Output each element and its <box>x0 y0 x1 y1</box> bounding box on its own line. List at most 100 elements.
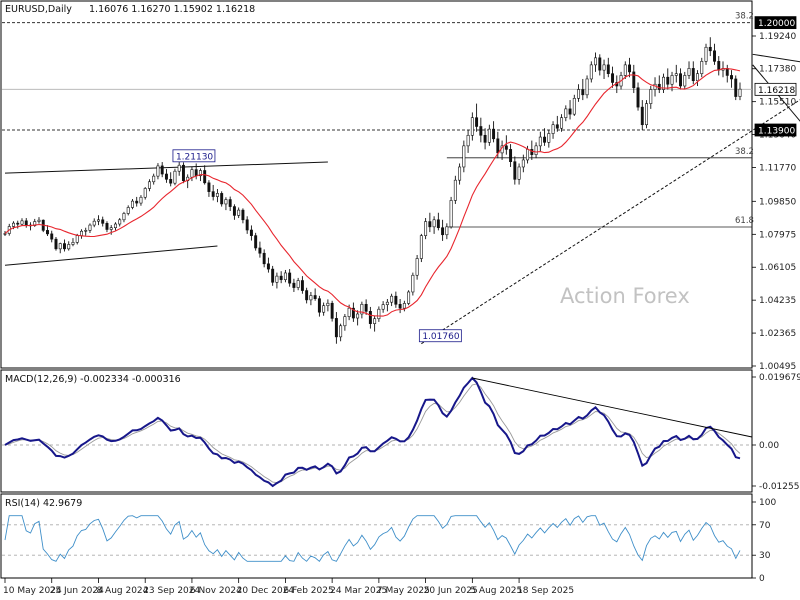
rsi-y-tick-label: 70 <box>759 521 771 531</box>
price-y-axis: 1.192401.173801.155101.136401.117701.098… <box>752 16 797 372</box>
candle-body <box>606 64 610 74</box>
candle-body <box>496 138 500 154</box>
candle-body <box>572 98 576 115</box>
macd-trendline <box>472 377 753 438</box>
candle-body <box>207 182 211 192</box>
rsi-y-tick-label: 100 <box>759 498 776 508</box>
candle-body <box>530 149 534 155</box>
candle-body <box>249 229 253 236</box>
candle-body <box>385 301 389 305</box>
candle-body <box>24 220 28 226</box>
fib-level-label: 38.2 <box>735 12 754 22</box>
candle-body <box>275 275 279 283</box>
candle-body <box>20 220 24 225</box>
candle-body <box>258 247 262 254</box>
candle-body <box>58 243 62 250</box>
candle-body <box>738 88 742 97</box>
candle-body <box>271 268 275 283</box>
watermark: Action Forex <box>560 284 690 308</box>
upper-level-price-label-box <box>754 16 797 30</box>
upper-level-price-label-text: 1.20000 <box>758 19 795 29</box>
candle-body <box>373 318 377 324</box>
price-y-tick-label: 1.02365 <box>759 329 796 339</box>
candle-body <box>547 133 551 143</box>
lower-level-price-label-text: 1.13900 <box>758 127 795 137</box>
candle-body <box>351 307 355 319</box>
macd-panel: MACD(12,26,9) -0.002334 -0.000316 0.0196… <box>0 369 800 493</box>
candle-body <box>704 46 708 62</box>
upper-level-price-label: 1.20000 <box>754 16 797 30</box>
candle-body <box>475 117 479 127</box>
x-tick-label: 18 Sep 2025 <box>517 586 574 596</box>
candle-body <box>54 238 58 250</box>
candle-body <box>730 75 733 80</box>
candle-body <box>453 179 457 201</box>
candle-body <box>551 124 555 134</box>
rsi-title: RSI(14) 42.9679 <box>5 498 82 509</box>
candle-body <box>84 230 88 232</box>
candle-body <box>402 303 406 309</box>
price-trendline <box>752 64 800 122</box>
candle-body <box>538 136 542 147</box>
x-tick-label: 23 Sep 2024 <box>143 586 200 596</box>
candle-body <box>105 223 109 230</box>
fib-level-label: 61.8 <box>735 216 754 226</box>
candle-body <box>71 242 75 245</box>
candle-body <box>555 124 559 129</box>
price-levels: 38.2 38.2 61.8 <box>2 12 754 228</box>
candle-body <box>139 196 143 204</box>
price-y-tick-label: 1.04235 <box>759 296 796 306</box>
candle-body <box>483 134 487 143</box>
candle-body <box>224 199 228 205</box>
candle-body <box>436 219 440 229</box>
candle-body <box>585 78 589 96</box>
macd-y-tick-label: -0.012552 <box>759 482 800 492</box>
rsi-y-tick-label: 30 <box>759 551 771 561</box>
candle-body <box>266 263 270 270</box>
candle-body <box>534 145 538 155</box>
x-tick-label: 5 Aug 2025 <box>470 586 522 596</box>
price-annotation-text: 1.21130 <box>176 152 213 162</box>
x-tick-label: 6 Feb 2025 <box>283 586 333 596</box>
candle-body <box>577 89 581 99</box>
candle-body <box>37 219 41 222</box>
candle-body <box>164 173 168 180</box>
candle-body <box>156 165 160 177</box>
candle-body <box>674 73 678 76</box>
candle-body <box>598 57 602 71</box>
candle-body <box>696 73 699 82</box>
macd-y-tick-label: 0.019679 <box>759 373 800 383</box>
candle-body <box>424 221 428 236</box>
candle-body <box>441 227 445 236</box>
candle-body <box>220 193 224 205</box>
candle-body <box>717 61 721 71</box>
candle-body <box>381 304 385 310</box>
price-trendline <box>752 53 800 63</box>
price-y-tick-label: 1.19240 <box>759 32 796 42</box>
candle-body <box>283 272 287 280</box>
lower-level-price-label: 1.13900 <box>754 123 797 137</box>
candle-body <box>322 305 326 313</box>
x-tick-label: 6 Nov 2024 <box>190 586 242 596</box>
candle-body <box>636 87 640 108</box>
candle-body <box>377 308 381 320</box>
candle-body <box>254 235 258 249</box>
candle-body <box>330 302 334 319</box>
price-annotation-text: 1.01760 <box>422 332 459 342</box>
x-tick-label: 7 May 2025 <box>377 586 430 596</box>
candle-body <box>143 188 147 198</box>
candle-body <box>470 117 474 136</box>
candle-body <box>75 235 79 243</box>
moving-average-line <box>4 68 741 317</box>
candle-body <box>521 159 525 168</box>
candle-body <box>653 83 657 90</box>
candle-body <box>211 191 215 197</box>
x-tick-label: 20 Jun 2025 <box>424 586 478 596</box>
candle-body <box>317 298 321 313</box>
x-tick-label: 10 May 2024 <box>3 586 62 596</box>
candle-body <box>611 73 615 83</box>
candle-body <box>640 106 644 126</box>
candle-body <box>80 230 83 236</box>
macd-line <box>4 376 741 488</box>
